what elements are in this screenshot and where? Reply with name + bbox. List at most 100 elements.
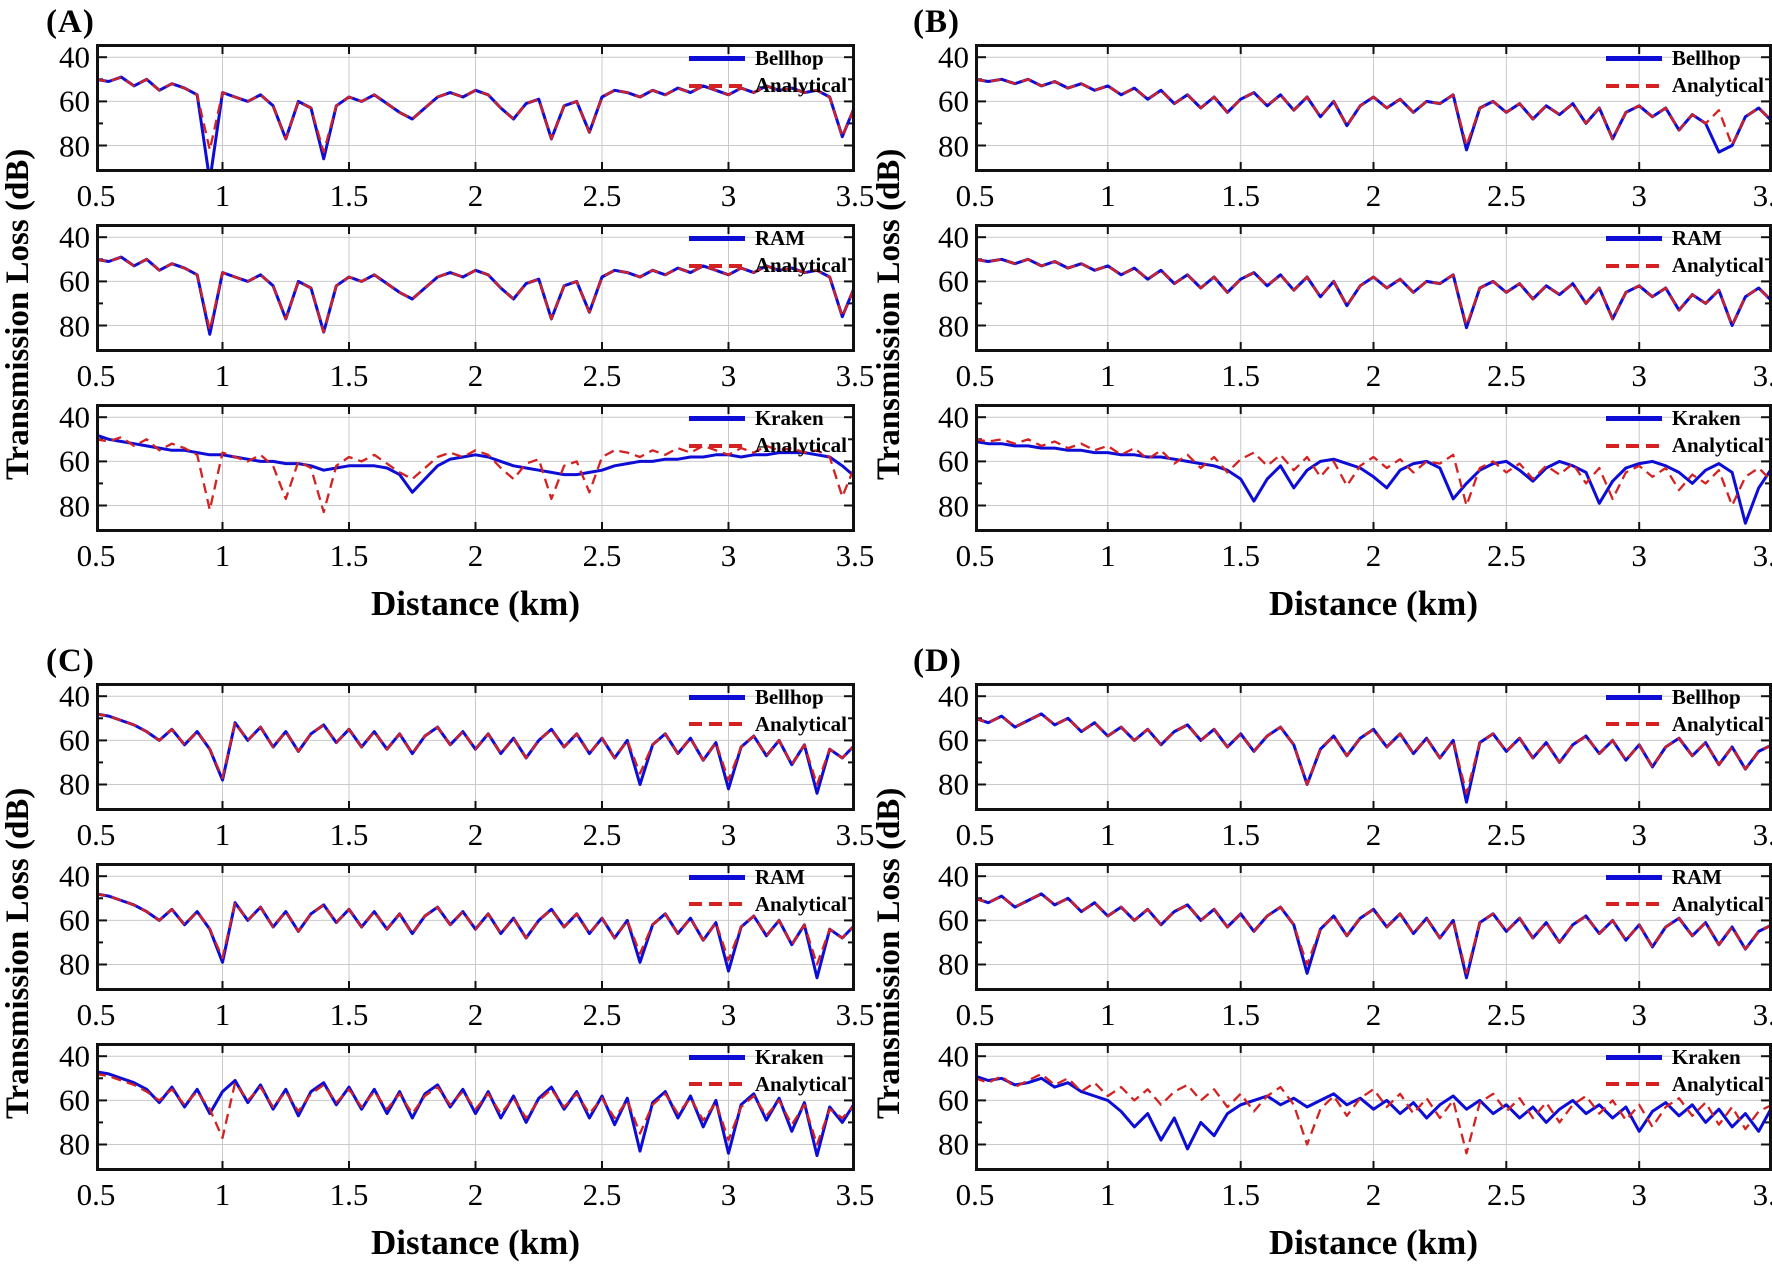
analytical-line [96, 75, 855, 154]
y-tick-label: 80 [938, 128, 969, 163]
y-tick-label: 40 [938, 678, 969, 714]
x-tick-labels: 0.5 1 1.5 2 2.5 3 3.5 [956, 352, 1772, 404]
analytical-line [96, 892, 855, 966]
legend: Kraken Analytical [687, 405, 849, 459]
x-tick-label: 2.5 [582, 178, 622, 213]
legend-label-model: RAM [754, 226, 805, 250]
x-tick-label: 0.5 [76, 996, 116, 1032]
x-tick-label: 3 [1631, 1176, 1647, 1212]
legend: RAM Analytical [687, 864, 849, 918]
legend-label-analytical: Analytical [1671, 891, 1764, 916]
x-tick-label: 3.5 [835, 1176, 875, 1212]
y-tick-label: 60 [59, 443, 90, 479]
y-tick-label: 60 [938, 1082, 969, 1118]
y-tick-label: 60 [59, 902, 90, 938]
y-tick-label: 80 [59, 308, 90, 343]
legend-line-analytical [1605, 443, 1662, 448]
x-tick-labels: 0.5 1 1.5 2 2.5 3 3.5 [956, 532, 1772, 584]
x-tick-label: 0.5 [76, 1176, 116, 1212]
legend: Kraken Analytical [1604, 1044, 1766, 1098]
legend-label-analytical: Analytical [754, 711, 847, 736]
x-tick-label: 2 [1365, 178, 1382, 213]
panel-B-y-axis-label: Transmission Loss (dB) [871, 148, 907, 480]
y-tick-labels: 40 60 80 [34, 1040, 90, 1171]
panel-B-label-row: (B) [913, 2, 1772, 44]
plot-border [975, 404, 1772, 532]
legend-label-analytical: Analytical [754, 433, 847, 458]
analytical-line [96, 712, 855, 786]
analytical-line [96, 1072, 855, 1146]
legend-line-analytical [1605, 902, 1662, 907]
x-tick-label: 3 [1631, 816, 1647, 852]
plot-canvas [96, 1042, 855, 1171]
legend-label-model: Bellhop [1671, 46, 1741, 70]
x-tick-label: 0.5 [76, 538, 116, 573]
y-tick-labels: 40 60 80 [913, 678, 969, 811]
panel-C-x-axis-label: Distance (km) [371, 1222, 580, 1262]
y-tick-label: 40 [59, 39, 90, 75]
x-tick-label: 1.5 [1221, 996, 1260, 1032]
x-tick-label: 2 [1365, 1176, 1382, 1212]
y-tick-label: 80 [59, 128, 90, 163]
x-tick-label: 1 [1100, 178, 1116, 213]
panel-A-y-axis-label: Transmission Loss (dB) [0, 148, 36, 480]
x-tick-label: 3 [1631, 996, 1647, 1032]
plot-canvas [96, 682, 855, 811]
legend-line-model [688, 874, 745, 880]
x-tick-label: 0.5 [955, 538, 995, 573]
plot-area: 40 60 80 RAM Analytical [938, 860, 1772, 991]
x-tick-label: 3.5 [1752, 178, 1772, 213]
x-tick-label: 1.5 [329, 538, 369, 573]
y-tick-label: 60 [59, 1082, 90, 1118]
plot-canvas [975, 224, 1772, 352]
analytical-line [975, 438, 1772, 507]
x-tick-label: 2.5 [582, 1176, 622, 1212]
x-tick-label: 2.5 [582, 996, 622, 1032]
x-tick-label: 1 [1100, 996, 1116, 1032]
legend-label-model: Bellhop [754, 684, 824, 709]
y-tick-labels: 40 60 80 [913, 860, 969, 991]
panel-D: (D) Transmission Loss (dB) 40 60 80 Bellho… [855, 641, 1772, 1279]
plot-area: 40 60 80 Bellhop Analytical [938, 42, 1772, 172]
x-tick-labels: 0.5 1 1.5 2 2.5 3 3.5 [956, 1171, 1772, 1223]
y-tick-label: 40 [59, 219, 90, 255]
x-tick-label: 2 [467, 816, 484, 852]
x-tick-label: 1 [214, 178, 231, 213]
panel-C-label: (C) [46, 642, 95, 679]
x-tick-label: 2.5 [582, 816, 622, 852]
y-tick-label: 40 [59, 858, 90, 894]
plot-border [96, 404, 855, 532]
plot-area: 40 60 80 Bellhop Analytical [59, 680, 855, 811]
model-line [975, 440, 1772, 525]
plot-canvas [96, 862, 855, 991]
analytical-line [975, 78, 1772, 147]
subplot-B-ram: 40 60 80 RAM Analytical 0.5 1 1.5 2 2.5 3 3.5 [938, 222, 1772, 404]
x-tick-label: 1.5 [329, 996, 369, 1032]
panel-A-label-row: (A) [46, 2, 855, 44]
legend-label-analytical: Analytical [1671, 1071, 1764, 1096]
legend-line-model [1605, 236, 1662, 242]
legend: Kraken Analytical [687, 1044, 849, 1098]
analytical-line [975, 258, 1772, 327]
x-tick-label: 1 [214, 358, 231, 393]
y-tick-label: 40 [59, 678, 90, 714]
plot-area: 40 60 80 Kraken Analytical [59, 1040, 855, 1171]
y-tick-label: 80 [59, 488, 90, 523]
x-tick-label: 2.5 [1486, 816, 1526, 852]
x-tick-labels: 0.5 1 1.5 2 2.5 3 3.5 [77, 532, 875, 584]
y-tick-labels: 40 60 80 [34, 402, 90, 532]
legend-label-model: Kraken [1671, 1044, 1741, 1069]
legend-label-analytical: Analytical [1671, 73, 1764, 98]
x-tick-label: 3 [720, 538, 737, 573]
legend-label-analytical: Analytical [754, 891, 847, 916]
legend-line-analytical [1605, 1082, 1662, 1087]
panel-D-y-axis-label: Transmission Loss (dB) [871, 786, 907, 1119]
plot-area: 40 60 80 RAM Analytical [59, 860, 855, 991]
plot-area: 40 60 80 RAM Analytical [59, 222, 855, 352]
legend-line-model [1605, 694, 1662, 700]
y-tick-label: 40 [938, 399, 969, 435]
x-tick-label: 2 [467, 1176, 484, 1212]
x-tick-label: 0.5 [955, 178, 995, 213]
analytical-line [975, 712, 1772, 794]
